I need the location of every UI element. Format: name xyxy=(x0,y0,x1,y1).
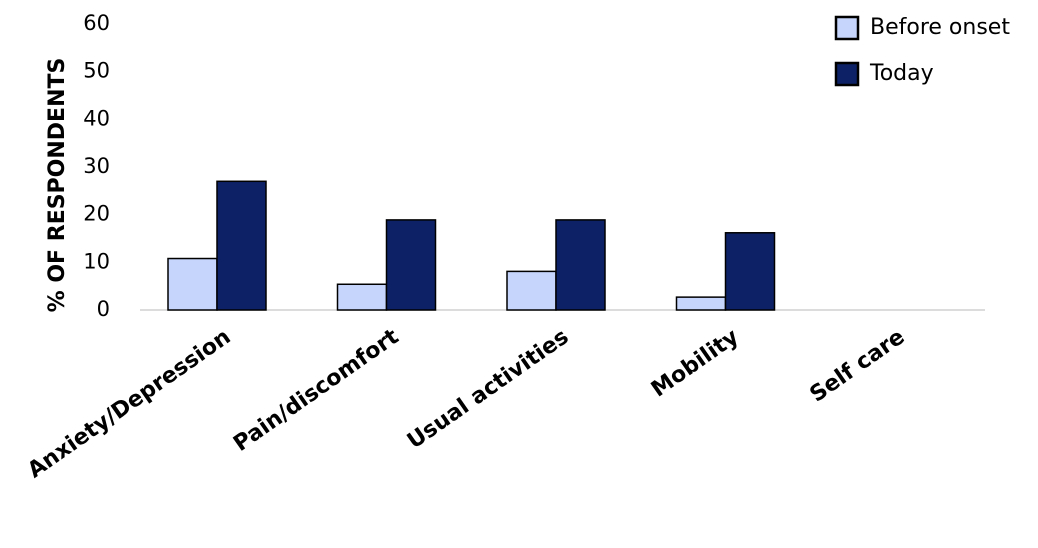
bar-before-onset-3 xyxy=(675,296,727,311)
bars xyxy=(167,180,776,311)
y-tick-label: 30 xyxy=(83,154,110,178)
category-label: Anxiety/Depression xyxy=(23,324,235,483)
bar-today-3 xyxy=(724,232,776,311)
y-axis-label: % OF RESPONDENTS xyxy=(45,58,70,313)
y-tick-label: 10 xyxy=(83,249,110,273)
category-label: Mobility xyxy=(647,324,743,402)
bar-today-2 xyxy=(555,219,606,311)
bar-today-1 xyxy=(385,219,437,311)
category-label: Usual activities xyxy=(403,324,573,454)
legend-label: Before onset xyxy=(870,15,1010,40)
y-tick-label: 60 xyxy=(83,11,110,35)
legend-swatch xyxy=(834,15,860,41)
bar-before-onset-1 xyxy=(336,283,388,311)
y-tick-label: 0 xyxy=(97,297,110,321)
bar-today-0 xyxy=(216,180,267,311)
y-tick-label: 40 xyxy=(83,106,110,130)
legend: Before onset Today xyxy=(834,15,1010,87)
y-tick-label: 20 xyxy=(83,202,110,226)
bar-before-onset-2 xyxy=(506,270,557,311)
legend-swatch xyxy=(834,61,860,87)
y-axis-ticks: 0 10 20 30 40 50 60 xyxy=(83,11,110,321)
y-tick-label: 50 xyxy=(83,59,110,83)
legend-label: Today xyxy=(869,61,934,86)
category-label: Self care xyxy=(806,324,910,407)
category-label: Pain/discomfort xyxy=(229,324,404,457)
bar-before-onset-0 xyxy=(167,257,218,311)
